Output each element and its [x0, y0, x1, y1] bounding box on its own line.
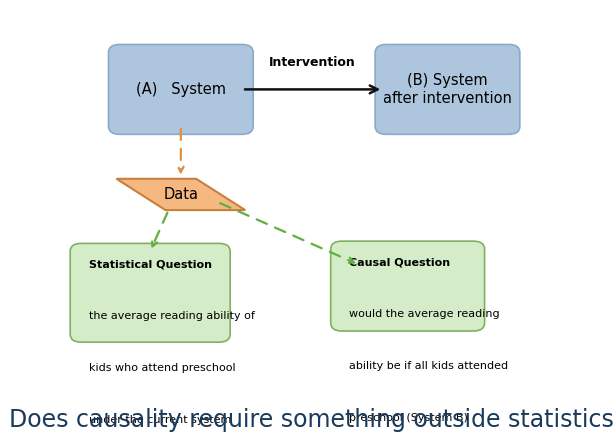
Text: under the current system: under the current system	[89, 415, 231, 425]
Text: the average reading ability of: the average reading ability of	[89, 311, 254, 321]
Polygon shape	[116, 179, 245, 210]
Text: preschool (System B): preschool (System B)	[349, 413, 468, 423]
FancyBboxPatch shape	[375, 45, 520, 134]
FancyBboxPatch shape	[109, 45, 253, 134]
Text: Data: Data	[163, 187, 199, 202]
Text: kids who attend preschool: kids who attend preschool	[89, 363, 235, 373]
Text: would the average reading: would the average reading	[349, 309, 500, 319]
Text: (B) System
after intervention: (B) System after intervention	[383, 73, 512, 105]
FancyBboxPatch shape	[70, 243, 230, 342]
Text: Causal Question: Causal Question	[349, 257, 450, 267]
Text: (A)   System: (A) System	[136, 82, 226, 97]
Text: Statistical Question: Statistical Question	[89, 259, 211, 270]
Text: ability be if all kids attended: ability be if all kids attended	[349, 361, 508, 371]
FancyBboxPatch shape	[331, 241, 485, 331]
Text: Does causality require something outside statistics?: Does causality require something outside…	[9, 408, 613, 432]
Text: Intervention: Intervention	[269, 56, 356, 69]
